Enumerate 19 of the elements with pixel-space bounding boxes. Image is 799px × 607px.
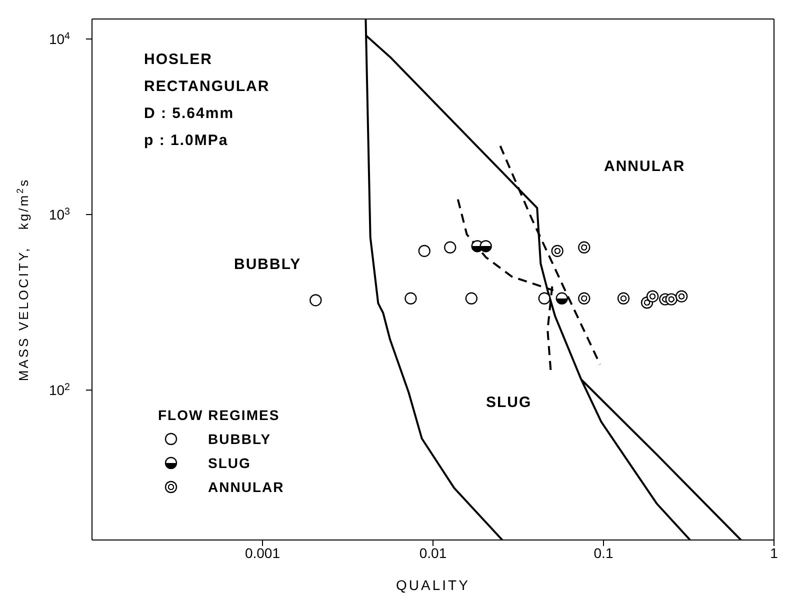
annotation: p : 1.0MPa xyxy=(144,131,230,151)
x-tick-label: 0.1 xyxy=(594,544,614,561)
legend-label: BUBBLY xyxy=(208,430,272,449)
annotation: D : 5.64mm xyxy=(144,104,236,124)
x-tick-label: 0.001 xyxy=(244,544,280,561)
annotation: ANNULAR xyxy=(604,158,686,175)
legend-label: ANNULAR xyxy=(208,478,284,497)
legend-title: FLOW REGIMES xyxy=(158,406,281,425)
x-tick-label: 0.01 xyxy=(419,544,447,561)
annotation: BUBBLY xyxy=(234,256,302,273)
y-tick-label: 10$^{2}$ xyxy=(48,382,70,398)
annotation: RECTANGULAR xyxy=(144,77,270,97)
y-tick-label: 10$^{4}$ xyxy=(48,30,71,48)
annotation: HOSLER xyxy=(144,50,214,70)
annotation: SLUG xyxy=(486,394,532,411)
legend-label: SLUG xyxy=(208,454,251,473)
y-tick-label: 10$^{3}$ xyxy=(48,206,71,223)
x-tick-label: 1 xyxy=(770,544,778,561)
x-axis-title: QUALITY xyxy=(396,577,470,593)
